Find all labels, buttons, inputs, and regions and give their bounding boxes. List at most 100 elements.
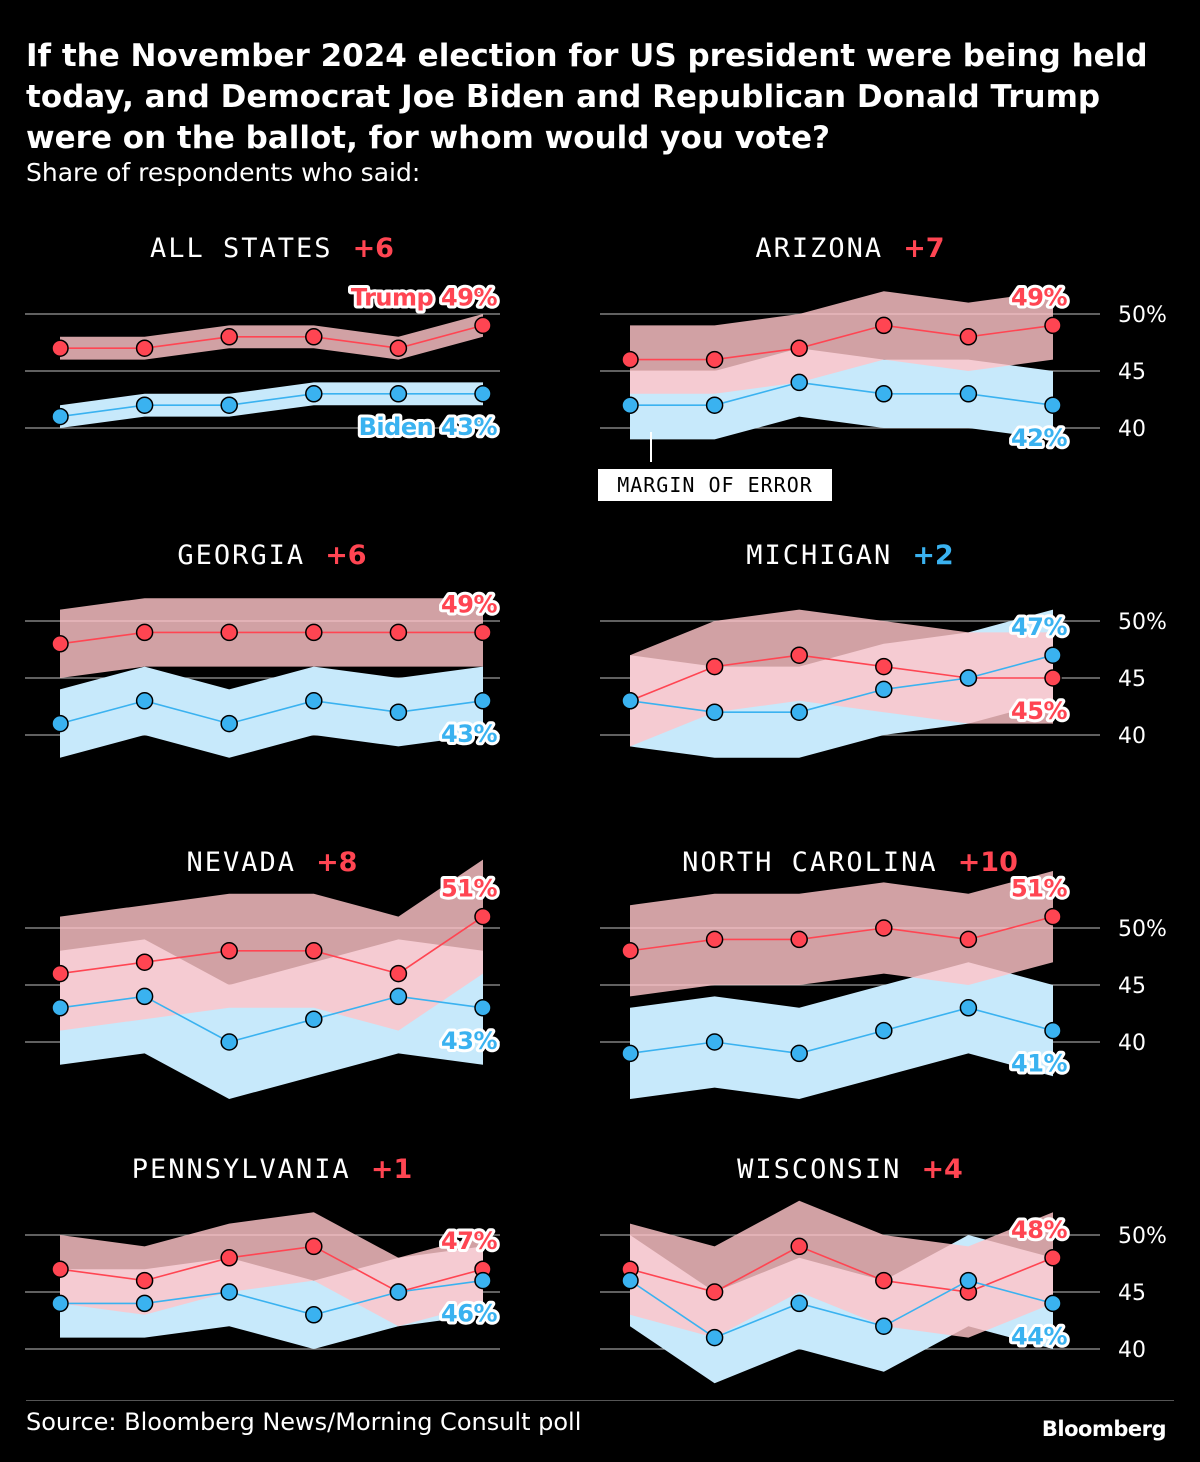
trump-point xyxy=(51,1260,69,1278)
bloomberg-logo: Bloomberg xyxy=(1041,1417,1167,1441)
panel-arizona: ARIZONA +7 50% 45 40 49% 42% xyxy=(600,233,1167,455)
trump-line xyxy=(629,1245,1054,1293)
biden-end-label: 43% xyxy=(441,720,497,748)
biden-end-label: 42% xyxy=(1011,424,1067,452)
trump-point xyxy=(959,328,978,346)
panel-wisconsin: WISCONSIN +4 50% 45 40 48% 44% xyxy=(600,1154,1167,1384)
biden-line xyxy=(59,699,484,725)
footer-divider xyxy=(26,1400,1174,1401)
panel-title: ALL STATES +6 xyxy=(150,233,394,264)
lead-margin: +6 xyxy=(353,233,394,264)
panel-title: PENNSYLVANIA +1 xyxy=(132,1154,413,1185)
y-tick-label: 45 xyxy=(1118,1281,1146,1306)
trump-point xyxy=(875,919,893,937)
biden-point xyxy=(389,1283,408,1301)
trump-end-label: 51% xyxy=(1011,875,1067,903)
biden-point xyxy=(220,396,238,414)
trump-point xyxy=(51,339,69,357)
trump-point xyxy=(220,942,238,960)
panel-michigan: MICHIGAN +2 50% 45 40 47% 45% xyxy=(600,540,1167,758)
panel-pennsylvania: PENNSYLVANIA +1 47% 46% xyxy=(25,1154,501,1350)
biden-point xyxy=(305,1010,323,1028)
trump-point xyxy=(790,1237,808,1256)
trump-point xyxy=(474,907,492,926)
trump-margin-band xyxy=(630,1200,1053,1338)
biden-point xyxy=(959,669,978,687)
trump-point xyxy=(705,1283,724,1301)
biden-point xyxy=(51,1294,69,1313)
lead-margin: +10 xyxy=(958,847,1018,878)
biden-point xyxy=(51,999,69,1017)
trump-point xyxy=(220,1249,238,1267)
panel-all-states: ALL STATES +6 Trump 49% Biden 43% xyxy=(25,233,501,444)
biden-point xyxy=(305,1306,323,1324)
y-tick-label: 40 xyxy=(1118,724,1146,749)
trump-point xyxy=(135,339,154,357)
trump-point xyxy=(1044,1249,1062,1267)
annotation-box xyxy=(598,469,832,501)
panel-title-text: ALL STATES xyxy=(150,233,333,264)
biden-margin-band xyxy=(630,962,1053,1099)
biden-point xyxy=(474,999,492,1017)
biden-end-label: 41% xyxy=(1011,1050,1067,1078)
biden-point xyxy=(705,1328,724,1347)
trump-line xyxy=(629,654,1053,702)
biden-line xyxy=(60,1279,484,1316)
annotation-text: MARGIN OF ERROR xyxy=(617,473,813,497)
trump-point xyxy=(790,339,808,357)
biden-point xyxy=(135,692,154,710)
biden-point xyxy=(135,396,154,414)
trump-point xyxy=(790,646,808,664)
panel-title: WISCONSIN +4 xyxy=(737,1154,963,1185)
panel-title: NORTH CAROLINA +10 xyxy=(682,847,1018,878)
trump-end-label: 49% xyxy=(441,590,497,618)
biden-line xyxy=(630,381,1054,407)
lead-margin: +6 xyxy=(325,540,366,571)
trump-end-label: 48% xyxy=(1011,1216,1067,1244)
biden-point xyxy=(790,1044,808,1063)
trump-margin-band xyxy=(630,291,1053,394)
trump-point xyxy=(875,657,893,676)
biden-point xyxy=(389,385,408,403)
trump-point xyxy=(621,942,639,960)
trump-line xyxy=(59,915,484,975)
biden-point xyxy=(135,1294,154,1313)
trump-point xyxy=(705,930,724,949)
trump-line xyxy=(60,324,484,350)
lead-margin: +4 xyxy=(921,1154,962,1185)
biden-point xyxy=(959,999,978,1017)
y-tick-label: 40 xyxy=(1118,1338,1146,1363)
trump-point xyxy=(305,942,323,960)
biden-point xyxy=(135,987,154,1006)
biden-line xyxy=(59,995,484,1043)
trump-point xyxy=(474,623,492,642)
biden-point xyxy=(51,407,69,426)
biden-point xyxy=(51,714,69,733)
biden-end-label: 44% xyxy=(1011,1322,1067,1350)
panel-title: MICHIGAN +2 xyxy=(746,540,953,571)
trump-line xyxy=(630,324,1054,361)
biden-point xyxy=(705,396,724,414)
biden-point xyxy=(705,1033,724,1051)
trump-point xyxy=(135,623,154,642)
chart-subtitle: Share of respondents who said: xyxy=(26,158,421,187)
lead-margin: +2 xyxy=(912,540,953,571)
panel-georgia: GEORGIA +6 49% 43% xyxy=(25,540,501,758)
trump-end-label: Trump 49% xyxy=(351,283,498,311)
biden-point xyxy=(790,373,808,392)
panel-title: GEORGIA +6 xyxy=(177,540,366,571)
y-tick-label: 50% xyxy=(1118,610,1167,635)
margin-of-error-annotation: MARGIN OF ERROR xyxy=(598,432,832,501)
trump-end-label: 51% xyxy=(441,875,497,903)
y-tick-label: 50% xyxy=(1118,1224,1167,1249)
biden-point xyxy=(621,1271,639,1290)
biden-point xyxy=(1044,1021,1062,1040)
y-tick-label: 45 xyxy=(1118,974,1146,999)
trump-point xyxy=(389,964,408,983)
trump-point xyxy=(305,1237,323,1256)
y-tick-label: 50% xyxy=(1118,303,1167,328)
biden-point xyxy=(1044,396,1062,414)
trump-end-label: 47% xyxy=(441,1227,497,1255)
biden-point xyxy=(621,692,639,710)
biden-line xyxy=(629,1006,1054,1055)
